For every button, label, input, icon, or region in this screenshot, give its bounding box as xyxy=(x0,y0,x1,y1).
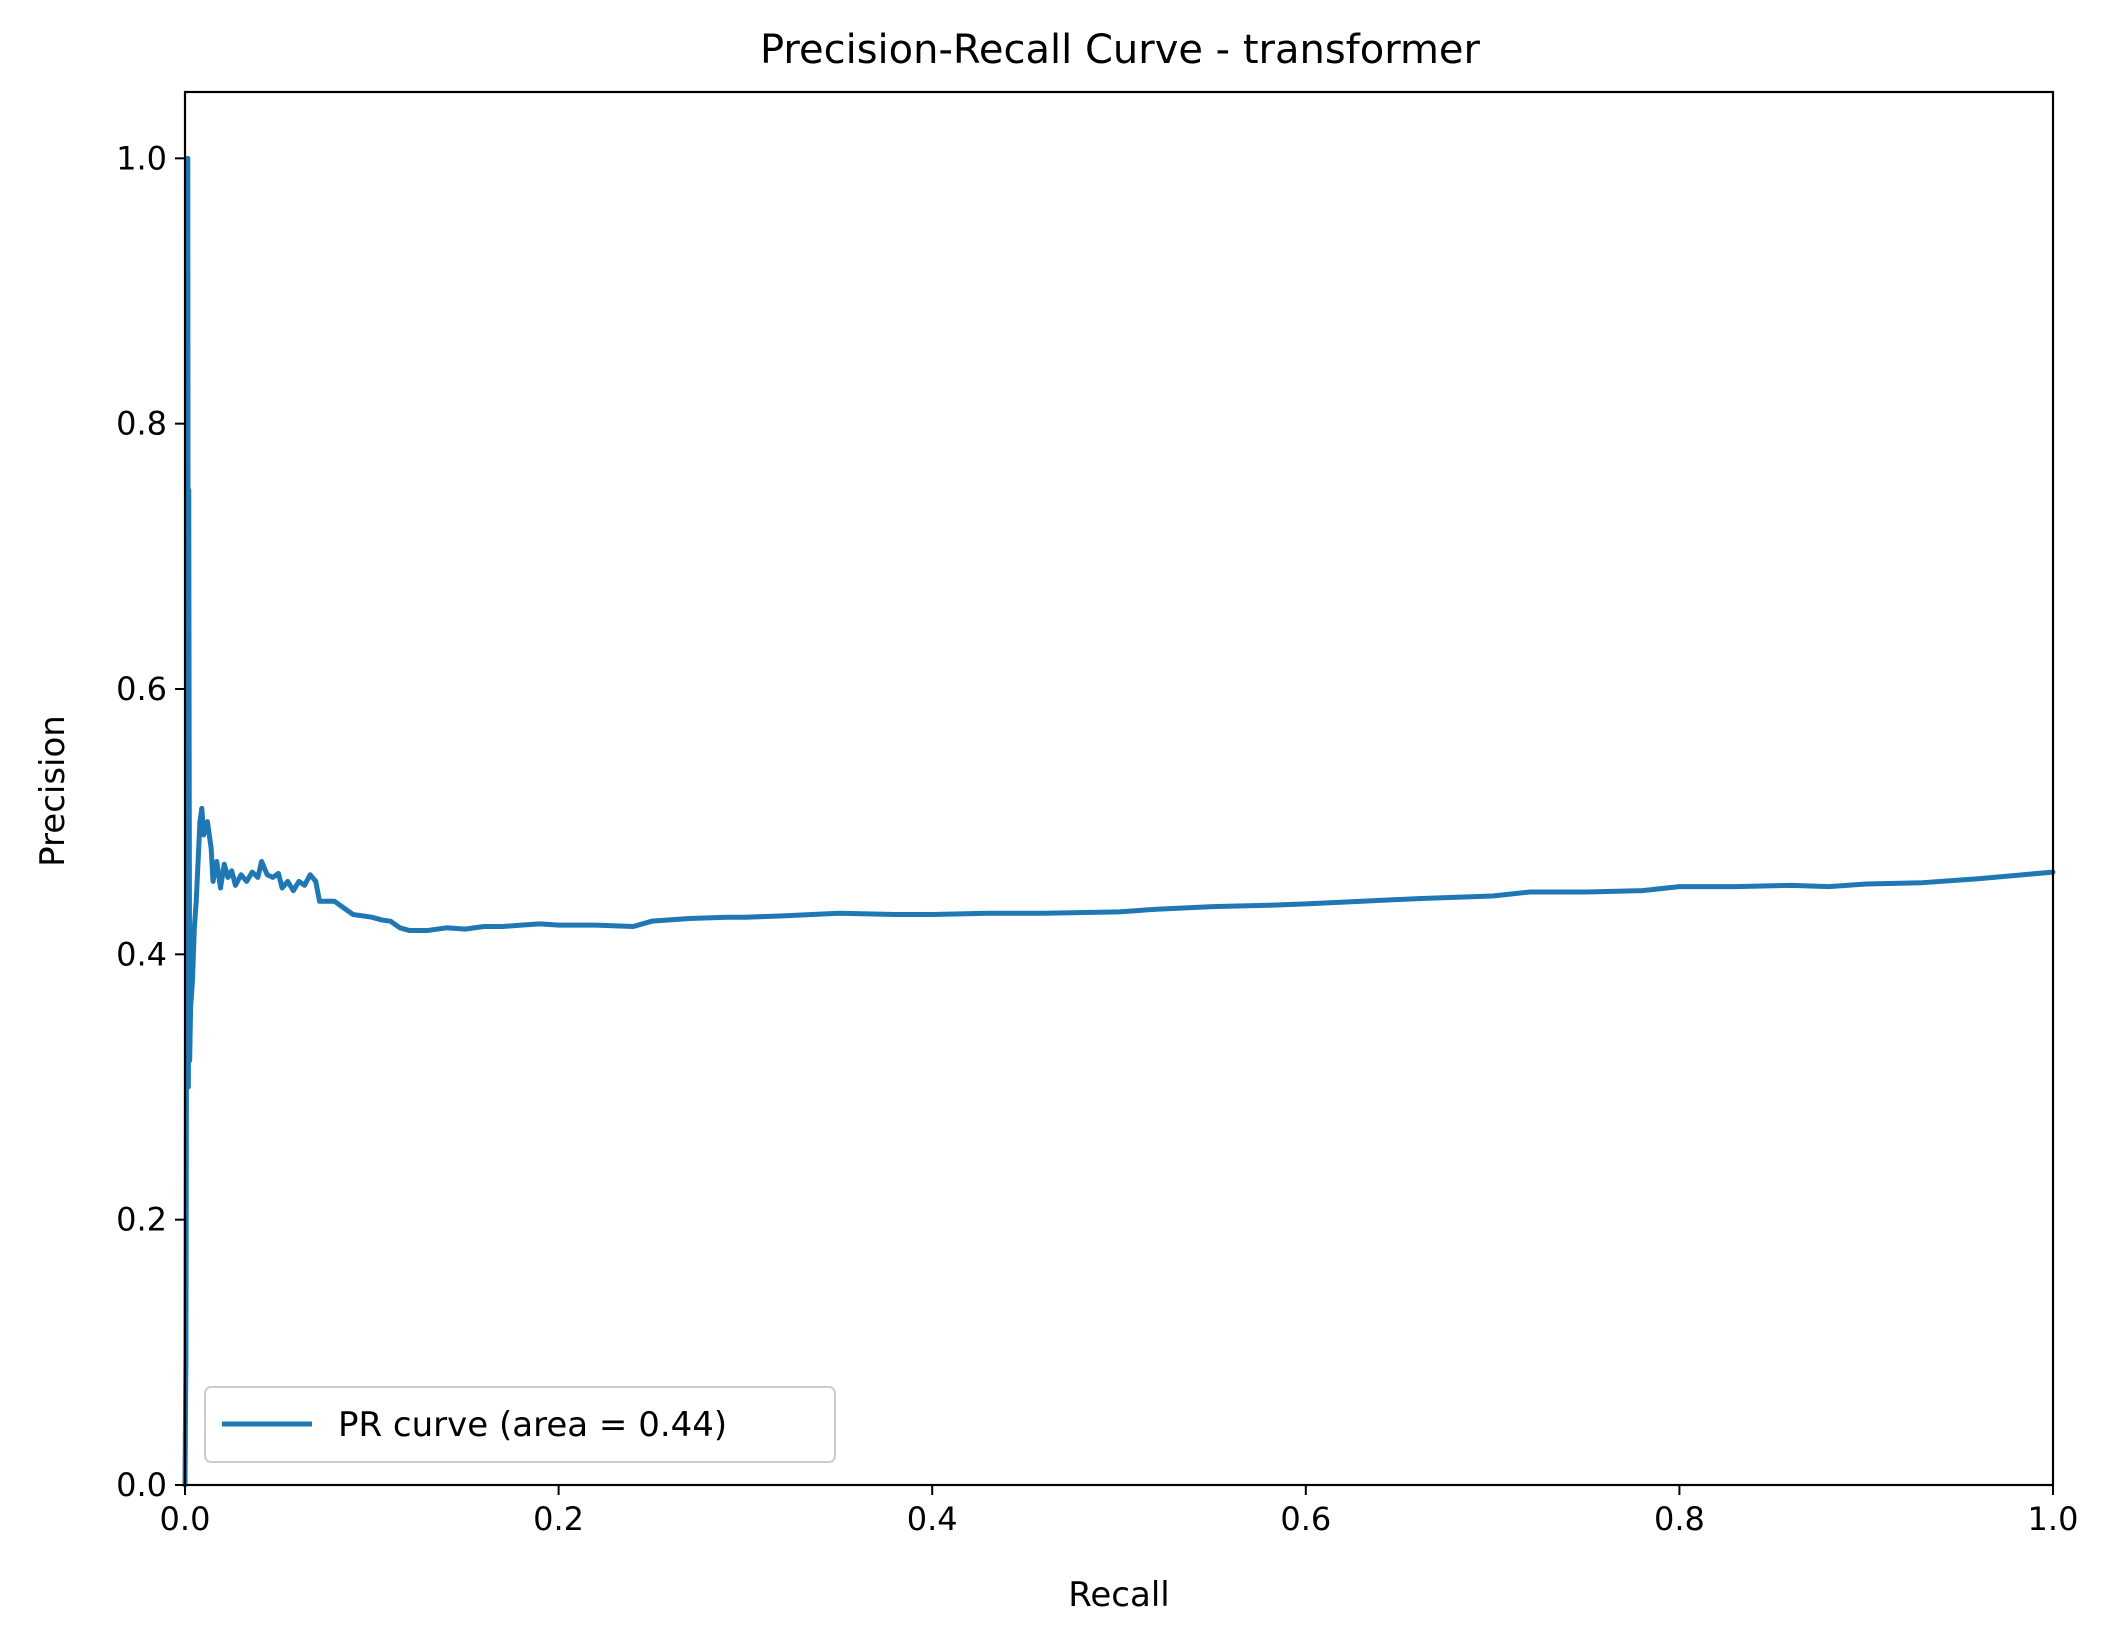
x-tick-label: 0.2 xyxy=(533,1500,584,1538)
chart-title: Precision-Recall Curve - transformer xyxy=(760,27,1481,73)
y-axis-label: Precision xyxy=(33,715,73,867)
y-axis-ticks: 0.0 0.2 0.4 0.6 0.8 1.0 xyxy=(116,139,185,1504)
legend-entry-label: PR curve (area = 0.44) xyxy=(338,1405,727,1445)
y-tick-label: 0.4 xyxy=(116,935,167,973)
x-axis-label: Recall xyxy=(1068,1575,1169,1615)
series-line-pr-curve xyxy=(182,155,2056,1488)
y-tick-label: 1.0 xyxy=(116,139,167,177)
plot-area xyxy=(182,155,2056,1488)
legend-box xyxy=(204,1386,836,1463)
x-tick-label: 0.4 xyxy=(907,1500,958,1538)
y-tick-label: 0.0 xyxy=(116,1466,167,1504)
axes-frame xyxy=(183,90,2055,1487)
y-tick-label: 0.8 xyxy=(116,405,167,443)
x-tick-label: 0.6 xyxy=(1280,1500,1331,1538)
x-tick-label: 0.8 xyxy=(1654,1500,1705,1538)
y-tick-label: 0.2 xyxy=(116,1201,167,1239)
x-axis-ticks: 0.0 0.2 0.4 0.6 0.8 1.0 xyxy=(160,1485,2079,1538)
x-tick-label: 1.0 xyxy=(2028,1500,2079,1538)
x-tick-label: 0.0 xyxy=(160,1500,211,1538)
legend: PR curve (area = 0.44) xyxy=(204,1386,836,1463)
y-tick-label: 0.6 xyxy=(116,670,167,708)
